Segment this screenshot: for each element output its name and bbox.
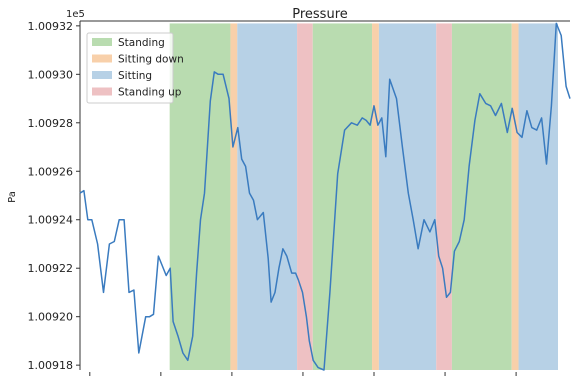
- y-tick-label: 1.00922: [28, 262, 74, 275]
- region-sitting-down-5: [372, 23, 379, 370]
- activity-regions: [169, 23, 558, 370]
- y-ticks: 1.00918 1.00920 1.00922 1.00924 1.00926 1.009…: [28, 20, 80, 372]
- y-tick-label: 1.00920: [28, 311, 74, 324]
- region-standing-up-3: [297, 23, 313, 370]
- axes: [79, 20, 570, 370]
- legend-label: Standing: [118, 37, 165, 49]
- region-sitting-10: [518, 23, 558, 370]
- region-sitting-down-1: [230, 23, 238, 370]
- legend-label: Sitting down: [118, 54, 184, 66]
- y-tick-label: 1.00918: [28, 359, 74, 372]
- y-offset-label: 1e5: [66, 9, 85, 20]
- y-tick-label: 1.00932: [28, 20, 74, 33]
- legend-swatch: [92, 71, 112, 79]
- legend: Standing Sitting down Sitting Standing up: [86, 32, 184, 104]
- region-standing-up-7: [436, 23, 452, 370]
- legend-swatch: [92, 54, 112, 63]
- region-standing-8: [451, 23, 512, 370]
- chart-title: Pressure: [292, 7, 348, 22]
- y-axis-label: Pa: [7, 191, 18, 203]
- y-tick-label: 1.00926: [28, 165, 74, 178]
- region-sitting-6: [378, 23, 437, 370]
- y-tick-label: 1.00930: [28, 68, 74, 81]
- y-tick-label: 1.00928: [28, 117, 74, 130]
- region-standing-4: [312, 23, 373, 370]
- legend-swatch: [92, 87, 112, 96]
- region-sitting-2: [237, 23, 298, 370]
- legend-label: Standing up: [118, 87, 182, 99]
- x-ticks: [89, 372, 517, 376]
- legend-box: [86, 32, 174, 104]
- y-tick-label: 1.00924: [28, 214, 74, 227]
- pressure-series-line: [79, 22, 571, 371]
- region-sitting-down-9: [511, 23, 519, 370]
- legend-swatch: [92, 38, 112, 46]
- region-standing-0: [169, 23, 231, 370]
- legend-label: Sitting: [118, 70, 152, 82]
